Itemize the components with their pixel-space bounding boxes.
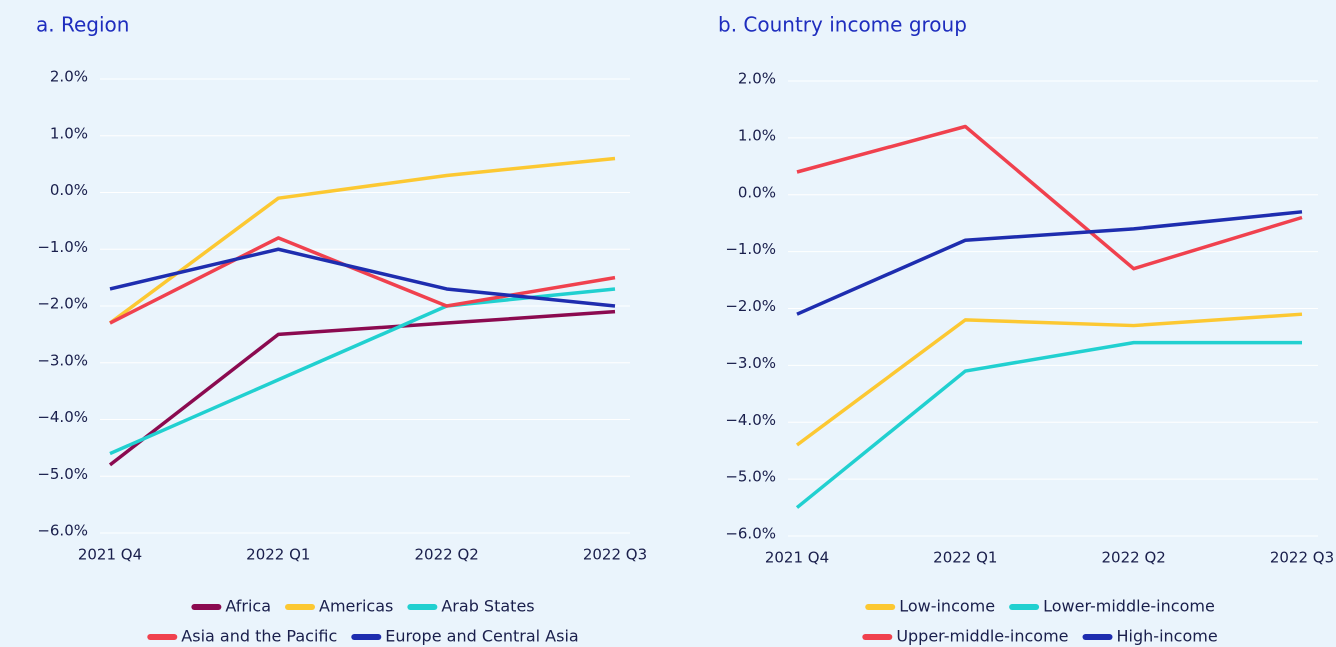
y-tick-label: −3.0% <box>725 354 776 372</box>
legend-label: Americas <box>319 597 393 616</box>
y-tick-label: 1.0% <box>738 126 776 144</box>
y-tick-label: −1.0% <box>37 238 88 256</box>
series-line <box>795 340 1302 509</box>
x-tick-label: 2021 Q4 <box>765 549 829 567</box>
y-tick-label: −4.0% <box>725 411 776 429</box>
y-tick-label: −2.0% <box>37 295 88 313</box>
y-tick-label: −6.0% <box>725 525 776 543</box>
y-tick-label: 0.0% <box>50 181 88 199</box>
legend-label: Arab States <box>441 597 534 616</box>
legend-label: Europe and Central Asia <box>385 627 578 646</box>
series-line <box>108 309 616 467</box>
x-tick-label: 2022 Q1 <box>246 546 310 564</box>
legend-label: Low-income <box>899 597 995 616</box>
x-tick-label: 2022 Q3 <box>1270 549 1334 567</box>
series-line <box>109 236 616 325</box>
y-tick-label: 0.0% <box>738 183 776 201</box>
legend-label: High-income <box>1117 627 1218 646</box>
series-line <box>796 210 1303 316</box>
series-line <box>108 156 616 325</box>
y-tick-label: −1.0% <box>725 240 776 258</box>
series-line <box>796 124 1303 271</box>
legend-label: Lower-middle-income <box>1043 597 1215 616</box>
y-tick-label: 2.0% <box>738 70 776 88</box>
y-tick-label: −2.0% <box>725 297 776 315</box>
series-line <box>109 287 616 456</box>
y-tick-label: −3.0% <box>37 351 88 369</box>
x-tick-label: 2022 Q1 <box>933 549 997 567</box>
legend-label: Asia and the Pacific <box>181 627 337 646</box>
chart-title: b. Country income group <box>718 13 967 37</box>
y-tick-label: −5.0% <box>37 465 88 483</box>
chart-title: a. Region <box>36 13 129 37</box>
x-tick-label: 2022 Q3 <box>583 546 647 564</box>
legend-label: Upper-middle-income <box>896 627 1068 646</box>
x-tick-label: 2021 Q4 <box>78 546 142 564</box>
y-tick-label: −4.0% <box>37 408 88 426</box>
y-tick-label: −5.0% <box>725 468 776 486</box>
series-line <box>109 247 616 308</box>
y-tick-label: 1.0% <box>50 124 88 142</box>
legend-label: Africa <box>225 597 271 616</box>
y-tick-label: −6.0% <box>37 522 88 540</box>
x-tick-label: 2022 Q2 <box>1102 549 1166 567</box>
y-tick-label: 2.0% <box>50 68 88 86</box>
series-line <box>795 312 1303 447</box>
x-tick-label: 2022 Q2 <box>415 546 479 564</box>
